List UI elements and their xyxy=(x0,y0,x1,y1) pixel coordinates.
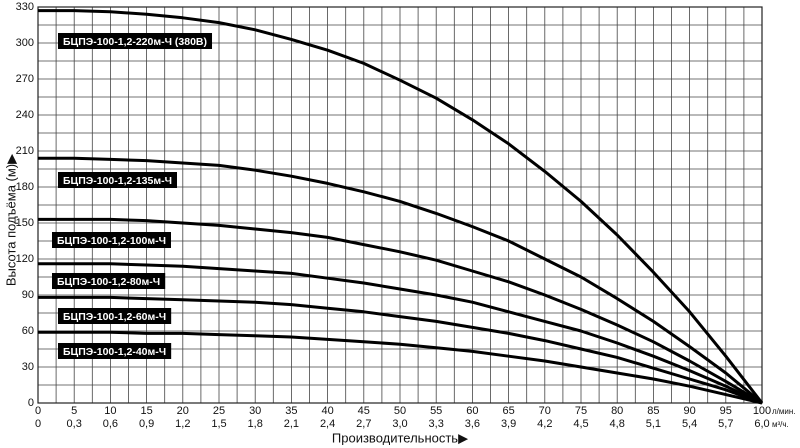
curve xyxy=(38,9,764,404)
x-tick-label: 20 xyxy=(177,405,189,417)
y-tick-label: 270 xyxy=(16,73,34,85)
y-tick-label: 30 xyxy=(22,361,34,373)
curve-label-box xyxy=(52,232,171,248)
x2-tick-label: 4,2 xyxy=(537,418,552,430)
x2-tick-label: 3,0 xyxy=(392,418,407,430)
x-tick-label: 80 xyxy=(611,405,623,417)
y-tick-label: 120 xyxy=(16,253,34,265)
curve-label: БЦПЭ-100-1,2-220м-Ч (380В) xyxy=(58,33,213,49)
x-tick-label: 25 xyxy=(213,405,225,417)
x2-tick-label: 4,5 xyxy=(573,418,588,430)
x2-unit: м³/ч. xyxy=(772,420,789,429)
curve-label: БЦПЭ-100-1,2-60м-Ч xyxy=(58,308,172,324)
curve-label-box xyxy=(52,273,166,289)
curve-label-text: БЦПЭ-100-1,2-220м-Ч (380В) xyxy=(63,36,207,48)
curve xyxy=(38,330,763,405)
plot-frame xyxy=(37,6,763,404)
curve-label-text: БЦПЭ-100-1,2-80м-Ч xyxy=(57,276,160,288)
x-tick-label: 75 xyxy=(575,405,587,417)
curve-label-text: БЦПЭ-100-1,2-100м-Ч xyxy=(57,235,166,247)
curve-label-text: БЦПЭ-100-1,2-135м-Ч xyxy=(63,175,172,187)
y-tick-label: 180 xyxy=(16,181,34,193)
curve-label: БЦПЭ-100-1,2-40м-Ч xyxy=(58,343,172,359)
x2-tick-label: 1,8 xyxy=(248,418,263,430)
x2-tick-label: 3,3 xyxy=(429,418,444,430)
x-tick-label: 65 xyxy=(502,405,514,417)
x2-tick-label: 5,7 xyxy=(718,418,733,430)
curve xyxy=(38,262,763,405)
x-tick-label: 35 xyxy=(285,405,297,417)
curve-label: БЦПЭ-100-1,2-135м-Ч xyxy=(58,172,177,188)
x2-tick-label: 5,1 xyxy=(646,418,661,430)
x2-tick-label: 1,2 xyxy=(175,418,190,430)
x-unit: л/мин. xyxy=(772,407,796,416)
curve-label-box xyxy=(58,343,172,359)
x-tick-label: 85 xyxy=(647,405,659,417)
x-tick-label: 40 xyxy=(321,405,333,417)
x-tick-label: 95 xyxy=(720,405,732,417)
curve-label: БЦПЭ-100-1,2-80м-Ч xyxy=(52,273,166,289)
x2-tick-label: 0,9 xyxy=(139,418,154,430)
x2-tick-label: 2,7 xyxy=(356,418,371,430)
curve-label-box xyxy=(58,308,172,324)
x2-tick-label: 0 xyxy=(35,418,41,430)
curve xyxy=(38,156,763,405)
curve xyxy=(38,217,763,405)
y-tick-label: 210 xyxy=(16,145,34,157)
x-tick-label: 0 xyxy=(35,405,41,417)
x-axis-label: Производительность▶ xyxy=(332,430,468,445)
y-tick-label: 60 xyxy=(22,325,34,337)
x2-tick-label: 3,9 xyxy=(501,418,516,430)
y-axis-label: Высота подъёма (м)▶ xyxy=(3,154,18,286)
x2-tick-label: 6,0 xyxy=(754,418,769,430)
x-tick-label: 60 xyxy=(466,405,478,417)
x-tick-label: 100 xyxy=(753,405,771,417)
x-tick-label: 10 xyxy=(104,405,116,417)
y-tick-label: 150 xyxy=(16,217,34,229)
x-tick-label: 50 xyxy=(394,405,406,417)
x2-tick-label: 4,8 xyxy=(610,418,625,430)
x2-tick-label: 0,3 xyxy=(67,418,82,430)
x-tick-label: 30 xyxy=(249,405,261,417)
curve-label: БЦПЭ-100-1,2-100м-Ч xyxy=(52,232,171,248)
x2-tick-label: 2,1 xyxy=(284,418,299,430)
y-tick-label: 330 xyxy=(16,1,34,13)
x2-tick-label: 0,6 xyxy=(103,418,118,430)
y-tick-label: 0 xyxy=(28,397,34,409)
y-tick-label: 240 xyxy=(16,109,34,121)
y-tick-label: 90 xyxy=(22,289,34,301)
x2-tick-label: 3,6 xyxy=(465,418,480,430)
x-tick-label: 15 xyxy=(140,405,152,417)
x-tick-label: 5 xyxy=(71,405,77,417)
x2-tick-label: 2,4 xyxy=(320,418,335,430)
x-tick-label: 90 xyxy=(683,405,695,417)
y-tick-label: 300 xyxy=(16,37,34,49)
curve-label-box xyxy=(58,33,213,49)
curve-label-text: БЦПЭ-100-1,2-60м-Ч xyxy=(63,311,166,323)
x-tick-label: 55 xyxy=(430,405,442,417)
x2-tick-label: 1,5 xyxy=(211,418,226,430)
x-tick-label: 70 xyxy=(539,405,551,417)
curve xyxy=(38,295,763,405)
x-tick-label: 45 xyxy=(358,405,370,417)
curve-label-text: БЦПЭ-100-1,2-40м-Ч xyxy=(63,346,166,358)
curve-label-box xyxy=(58,172,177,188)
x2-tick-label: 5,4 xyxy=(682,418,697,430)
